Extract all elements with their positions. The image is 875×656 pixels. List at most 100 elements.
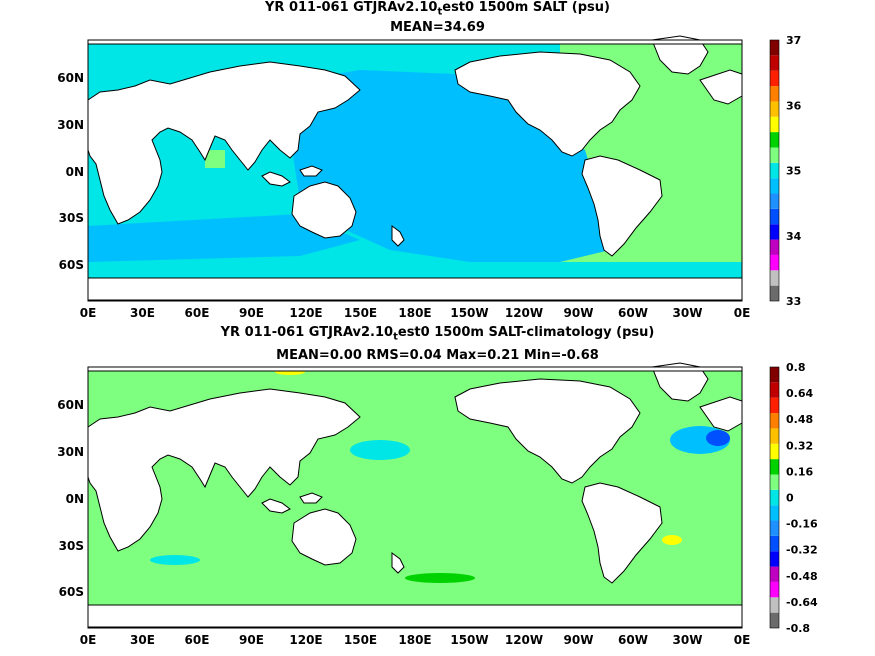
- panel2-colorbar-swatch-7: [770, 505, 779, 521]
- panel2-xtick-8: 120W: [505, 633, 543, 647]
- panel1-colorbar-label-0: 37: [786, 34, 801, 47]
- panel2-xtick-7: 150W: [450, 633, 488, 647]
- panel2-colorbar-swatch-0: [770, 612, 779, 628]
- panel2-colorbar-swatch-5: [770, 535, 779, 552]
- panel2-ytick-2: 0N: [66, 492, 84, 506]
- panel2-colorbar-swatch-14: [770, 397, 779, 414]
- panel1-colorbar-swatch-15: [770, 55, 779, 71]
- panel2-colorbar-label-9: -0.64: [786, 596, 818, 609]
- panel2-xtick-1: 30E: [130, 633, 155, 647]
- panel1-subtitle: MEAN=34.69: [390, 20, 485, 35]
- panel2-title-post: est0 1500m SALT-climatology (psu): [397, 325, 655, 340]
- panel2-xtick-4: 120E: [289, 633, 322, 647]
- panel1-colorbar-swatch-9: [770, 147, 779, 163]
- panel1-colorbar-swatch-0: [770, 285, 779, 301]
- panel2-title-sub: t: [393, 331, 398, 343]
- panel1-xtick-1: 30E: [130, 306, 155, 320]
- panel1-title-pre: YR 011-061 GTJRAv2.10: [265, 0, 438, 15]
- panel2-colorbar-label-2: 0.48: [786, 413, 813, 426]
- panel2-colorbar-swatch-6: [770, 520, 779, 536]
- panel1-title-post: est0 1500m SALT (psu): [442, 0, 610, 15]
- panel2-subtitle: MEAN=0.00 RMS=0.04 Max=0.21 Min=-0.68: [276, 348, 599, 363]
- panel2-map: [87, 362, 743, 629]
- panel2-neg-blob-4: [706, 430, 730, 446]
- panel2-neg-blob-2: [150, 555, 200, 565]
- panel1-xtick-6: 180E: [398, 306, 431, 320]
- panel2-colorbar-swatch-8: [770, 489, 779, 506]
- panel2-colorbar-swatch-9: [770, 474, 779, 490]
- panel2-colorbar-swatch-15: [770, 382, 779, 398]
- panel2-colorbar-swatch-2: [770, 581, 779, 598]
- panel1-xtick-7: 150W: [450, 306, 488, 320]
- panel1-ytick-0: 60N: [57, 71, 84, 85]
- panel1-xtick-8: 120W: [505, 306, 543, 320]
- panel1-ytick-4: 60S: [59, 258, 84, 272]
- panel2-colorbar-label-5: 0: [786, 492, 794, 505]
- panel2-xtick-10: 60W: [618, 633, 648, 647]
- panel2-colorbar-swatch-13: [770, 413, 779, 429]
- panel2-xtick-9: 90W: [564, 633, 594, 647]
- panel1-arabian-high: [205, 150, 225, 168]
- panel2-colorbar-swatch-1: [770, 597, 779, 613]
- panel2-xtick-0: 0E: [80, 633, 97, 647]
- panel1-indian-band: [88, 214, 360, 262]
- panel1-colorbar-label-1: 36: [786, 99, 802, 112]
- panel2-colorbar-swatch-3: [770, 566, 779, 582]
- panel1-xtick-12: 0E: [734, 306, 751, 320]
- panel1-colorbar-swatch-13: [770, 86, 779, 102]
- panel2-colorbar-swatch-12: [770, 428, 779, 444]
- panel1-xtick-5: 150E: [344, 306, 377, 320]
- panel2-xtick-5: 150E: [344, 633, 377, 647]
- panel1-title: YR 011-061 GTJRAv2.10test0 1500m SALT (p…: [0, 0, 875, 18]
- panel2-pos-blob-2: [405, 573, 475, 583]
- panel1-xtick-3: 90E: [239, 306, 264, 320]
- panel1-colorbar-swatch-4: [770, 224, 779, 240]
- panel1-colorbar-swatch-6: [770, 193, 779, 209]
- panel2-xtick-6: 180E: [398, 633, 431, 647]
- panel2-xtick-11: 30W: [673, 633, 703, 647]
- panel1-colorbar-swatch-2: [770, 254, 779, 271]
- panel1-map: [87, 35, 743, 302]
- panel2-xtick-2: 60E: [185, 633, 210, 647]
- panel1-x-axis: 0E 30E 60E 90E 120E 150E 180E 150W 120W 90W 60W 30W…: [80, 306, 751, 320]
- panel1-ytick-3: 30S: [59, 211, 84, 225]
- panel2-title: YR 011-061 GTJRAv2.10test0 1500m SALT-cl…: [0, 325, 875, 343]
- panel1-xtick-4: 120E: [289, 306, 322, 320]
- panel2-colorbar-swatch-4: [770, 551, 779, 567]
- panel1-ytick-2: 0N: [66, 165, 84, 179]
- panel1-colorbar-swatch-10: [770, 132, 779, 148]
- panel1-colorbar-swatch-3: [770, 239, 779, 255]
- panel2-xtick-12: 0E: [734, 633, 751, 647]
- panel2-colorbar-swatch-10: [770, 459, 779, 475]
- panel1-colorbar-swatch-11: [770, 116, 779, 133]
- panel2-colorbar-label-0: 0.8: [786, 361, 806, 374]
- panel1-xtick-9: 90W: [564, 306, 594, 320]
- panel2-ytick-3: 30S: [59, 539, 84, 553]
- panel2-xtick-3: 90E: [239, 633, 264, 647]
- panel1-colorbar-swatch-12: [770, 101, 779, 117]
- panel1-y-axis: 60N 30N 0N 30S 60S: [57, 71, 84, 272]
- panel1-xtick-2: 60E: [185, 306, 210, 320]
- panel2-x-axis: 0E 30E 60E 90E 120E 150E 180E 150W 120W 90W 60W 30W…: [80, 633, 751, 647]
- panel2-colorbar-swatch-11: [770, 443, 779, 460]
- panel2-ytick-4: 60S: [59, 585, 84, 599]
- panel2-ytick-0: 60N: [57, 398, 84, 412]
- panel1-colorbar-swatch-1: [770, 270, 779, 286]
- panel2-colorbar-label-6: -0.16: [786, 518, 818, 531]
- panel1-colorbar-swatch-8: [770, 162, 779, 179]
- panel2-title-pre: YR 011-061 GTJRAv2.10: [220, 325, 394, 340]
- panel1-ytick-1: 30N: [57, 118, 84, 132]
- panel1-xtick-11: 30W: [673, 306, 703, 320]
- panel2-ytick-1: 30N: [57, 445, 84, 459]
- panel2-neg-blob-1: [350, 440, 410, 460]
- panel1-colorbar-swatch-5: [770, 208, 779, 225]
- panel2-colorbar: 0.8 0.64 0.48 0.32 0.16 0 -0.16 -0.32 -0.48 -0.64…: [769, 361, 818, 635]
- panel1-title-sub: t: [437, 6, 443, 18]
- panel2-colorbar-label-3: 0.32: [786, 439, 813, 452]
- panel2-colorbar-swatch-16: [770, 367, 779, 383]
- panel1-colorbar-label-3: 34: [786, 230, 802, 243]
- panel1-xtick-0: 0E: [80, 306, 97, 320]
- panel1-colorbar-label-4: 33: [786, 295, 801, 308]
- panel1-colorbar-label-2: 35: [786, 165, 801, 178]
